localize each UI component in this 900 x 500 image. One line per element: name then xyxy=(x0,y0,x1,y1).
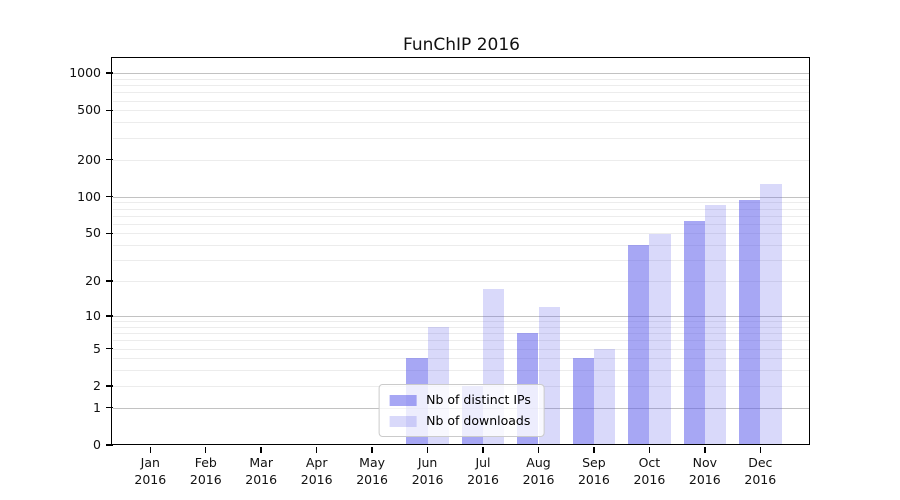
y-tick-label: 5 xyxy=(93,340,101,356)
x-tick xyxy=(371,446,373,453)
x-tick-label: Oct 2016 xyxy=(633,455,666,487)
x-tick-label: Dec 2016 xyxy=(744,455,777,487)
minor-gridline xyxy=(113,85,810,87)
legend-item-distinct-ips: Nb of distinct IPs xyxy=(389,393,531,407)
x-tick xyxy=(260,446,262,453)
y-tick xyxy=(106,280,113,282)
minor-gridline xyxy=(113,202,810,204)
bar-distinct-ips-sep xyxy=(572,358,594,445)
x-tick-label: Mar 2016 xyxy=(245,455,278,487)
legend-label: Nb of distinct IPs xyxy=(426,392,531,407)
bar-distinct-ips-oct xyxy=(628,245,650,445)
y-tick xyxy=(106,72,113,74)
major-gridline xyxy=(113,73,810,75)
x-tick-label: May 2016 xyxy=(356,455,388,487)
x-tick-label: Apr 2016 xyxy=(300,455,333,487)
bar-downloads-sep xyxy=(593,348,616,445)
y-tick-label: 500 xyxy=(77,102,101,118)
minor-gridline xyxy=(113,110,810,112)
bar-downloads-oct xyxy=(649,234,671,445)
y-tick xyxy=(106,444,113,446)
minor-gridline xyxy=(113,122,810,124)
x-tick-label: Nov 2016 xyxy=(688,455,721,487)
y-tick-label: 20 xyxy=(85,273,101,289)
x-tick xyxy=(315,446,318,453)
y-tick xyxy=(106,315,113,317)
minor-gridline xyxy=(113,100,810,102)
y-tick-label: 0 xyxy=(93,437,101,452)
minor-gridline xyxy=(113,137,810,139)
y-tick xyxy=(106,158,113,161)
minor-gridline xyxy=(113,78,810,80)
x-tick xyxy=(149,446,152,453)
y-tick-label: 10 xyxy=(85,307,101,323)
x-tick-label: Jul 2016 xyxy=(467,455,499,487)
bar-downloads-dec xyxy=(760,183,782,445)
x-tick-label: Jun 2016 xyxy=(411,455,444,487)
legend-item-downloads: Nb of downloads xyxy=(389,414,531,428)
plot-area: Nb of distinct IPs Nb of downloads xyxy=(111,57,811,446)
y-tick xyxy=(106,385,113,387)
x-tick xyxy=(482,446,484,453)
x-tick xyxy=(537,446,540,453)
major-gridline xyxy=(113,196,810,198)
x-tick xyxy=(204,446,207,453)
y-tick xyxy=(106,195,113,198)
legend-swatch-distinct-ips xyxy=(389,394,417,406)
legend-label: Nb of downloads xyxy=(426,413,531,428)
x-tick xyxy=(648,446,651,453)
x-tick-label: Sep 2016 xyxy=(577,455,610,487)
y-tick-label: 1 xyxy=(93,399,101,415)
bar-distinct-ips-dec xyxy=(739,200,761,445)
minor-gridline xyxy=(113,159,810,161)
y-tick-label: 200 xyxy=(77,151,101,167)
x-tick xyxy=(759,446,762,453)
y-tick-label: 1000 xyxy=(69,65,101,81)
x-tick xyxy=(426,446,429,453)
x-tick-label: Feb 2016 xyxy=(189,455,222,487)
y-tick-label: 50 xyxy=(85,225,101,241)
x-tick xyxy=(593,446,595,453)
x-tick-label: Aug 2016 xyxy=(522,455,555,487)
y-tick xyxy=(106,406,113,409)
y-tick xyxy=(106,232,113,235)
x-tick-label: Jan 2016 xyxy=(134,455,167,487)
y-tick-label: 100 xyxy=(77,188,101,204)
legend: Nb of distinct IPs Nb of downloads xyxy=(378,384,545,437)
x-tick xyxy=(704,446,706,453)
y-tick xyxy=(106,109,113,112)
minor-gridline xyxy=(113,92,810,94)
y-tick-label: 2 xyxy=(93,377,101,393)
y-tick xyxy=(106,347,113,350)
bar-downloads-nov xyxy=(704,205,727,445)
bar-distinct-ips-nov xyxy=(683,221,705,445)
chart-title: FunChIP 2016 xyxy=(403,35,520,55)
legend-swatch-downloads xyxy=(389,415,417,427)
